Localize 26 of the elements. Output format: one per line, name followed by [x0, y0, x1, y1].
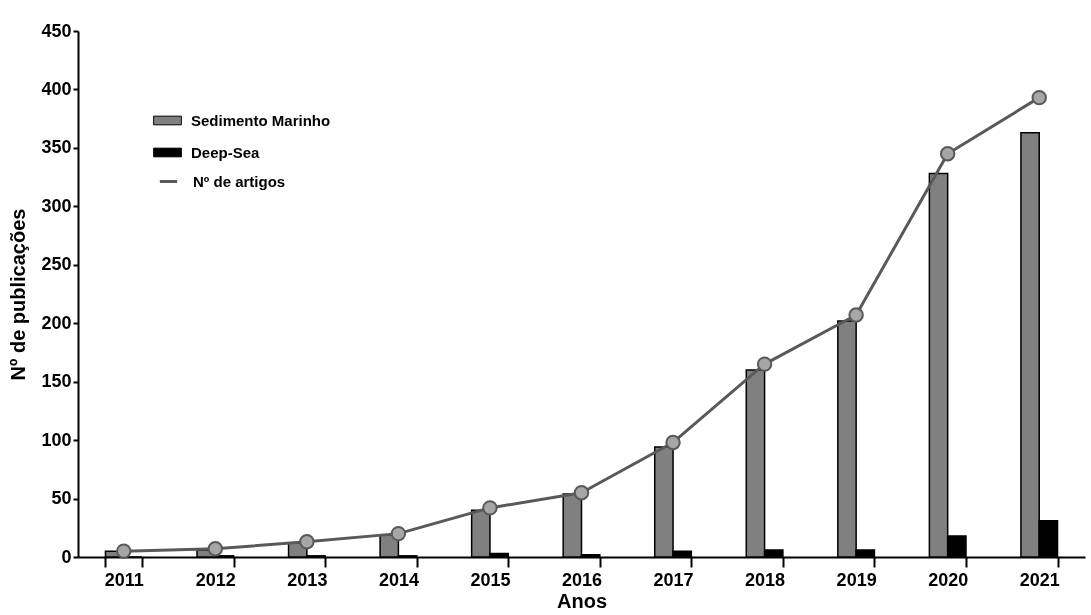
y-tick-label: 50: [51, 488, 72, 509]
x-tick-label: 2020: [928, 569, 969, 590]
x-tick-label: 2016: [561, 569, 603, 590]
y-tick-label: 400: [41, 78, 72, 99]
y-tick-label: 0: [61, 546, 72, 567]
x-tick-label: 2013: [287, 569, 328, 590]
y-tick-label: 300: [41, 195, 72, 216]
x-tick-label: 2019: [836, 569, 877, 590]
x-tick-label: 2015: [470, 569, 511, 590]
y-tick-label: 350: [41, 137, 72, 158]
x-tick-label: 2017: [653, 569, 694, 590]
x-axis-title: Anos: [557, 589, 607, 612]
x-tick-label: 2014: [378, 569, 419, 590]
y-tick-label: 150: [41, 371, 72, 392]
y-axis-title: Nº de publicações: [7, 208, 30, 381]
x-tick-label: 2018: [745, 569, 786, 590]
y-tick-label: 100: [41, 429, 72, 450]
y-tick-label: 200: [41, 312, 72, 333]
legend-label: Nº de artigos: [193, 172, 286, 190]
y-tick-label: 450: [41, 20, 72, 41]
y-tick-label: 250: [41, 254, 72, 275]
legend-label: Sedimento Marinho: [191, 111, 331, 129]
legend-label: Deep-Sea: [191, 143, 261, 161]
x-tick-label: 2011: [104, 569, 144, 590]
x-tick-label: 2012: [195, 569, 236, 590]
x-tick-label: 2021: [1019, 569, 1060, 590]
